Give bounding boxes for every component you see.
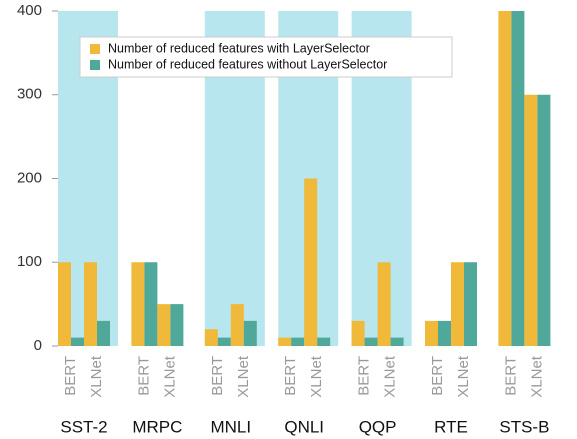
x-subcategory-label: BERT (209, 356, 226, 396)
x-subcategory-label: BERT (62, 356, 79, 396)
x-tick-label: STS-B (499, 417, 549, 436)
bar (157, 304, 171, 346)
y-tick-label: 0 (34, 337, 42, 354)
bar (511, 11, 525, 346)
bar (131, 262, 145, 346)
x-subcategory-label: XLNet (455, 355, 472, 398)
legend-box (79, 36, 453, 78)
bar (351, 320, 365, 346)
bar (58, 262, 71, 346)
legend-label: Number of reduced features without Layer… (108, 57, 387, 71)
x-subcategory-label: BERT (356, 356, 373, 396)
bar (537, 94, 551, 346)
x-subcategory-label: XLNet (528, 355, 545, 398)
bar (390, 337, 404, 346)
x-subcategory-label: XLNet (88, 355, 105, 398)
x-tick-label: QQP (359, 417, 397, 436)
bar (278, 337, 292, 346)
bar (291, 337, 305, 346)
legend-swatch (90, 60, 100, 70)
bar (451, 262, 464, 346)
x-tick-label: MRPC (132, 417, 182, 436)
legend-label: Number of reduced features with LayerSel… (108, 41, 370, 55)
x-subcategory-label: XLNet (308, 355, 325, 398)
bar (144, 262, 158, 346)
y-tick-label: 200 (17, 169, 42, 186)
bar (217, 337, 231, 346)
bar (170, 304, 184, 346)
x-subcategory-label: BERT (429, 356, 446, 396)
x-tick-label: MNLI (210, 417, 251, 436)
bar (97, 320, 110, 346)
y-tick-label: 300 (17, 86, 42, 103)
x-subcategory-label: BERT (282, 356, 299, 396)
bar (438, 320, 451, 346)
bar (364, 337, 378, 346)
x-subcategory-label: XLNet (382, 355, 399, 398)
bar (230, 304, 244, 346)
x-tick-label: RTE (434, 417, 468, 436)
x-subcategory-label: XLNet (235, 355, 252, 398)
y-tick-label: 400 (17, 2, 42, 19)
bar (304, 178, 318, 346)
bar (84, 262, 97, 346)
x-subcategory-label: BERT (502, 356, 519, 396)
x-subcategory-label: XLNet (161, 355, 178, 398)
x-tick-label: SST-2 (60, 417, 107, 436)
x-tick-label: QNLI (284, 417, 324, 436)
bar (243, 320, 257, 346)
x-subcategory-label: BERT (135, 356, 152, 396)
legend-swatch (90, 44, 100, 54)
y-tick-label: 100 (17, 253, 42, 270)
bar (204, 329, 218, 346)
bar (498, 11, 512, 346)
bar (317, 337, 331, 346)
bar (377, 262, 391, 346)
bar (524, 94, 538, 346)
bar (464, 262, 477, 346)
bar (71, 337, 84, 346)
bar (425, 320, 438, 346)
